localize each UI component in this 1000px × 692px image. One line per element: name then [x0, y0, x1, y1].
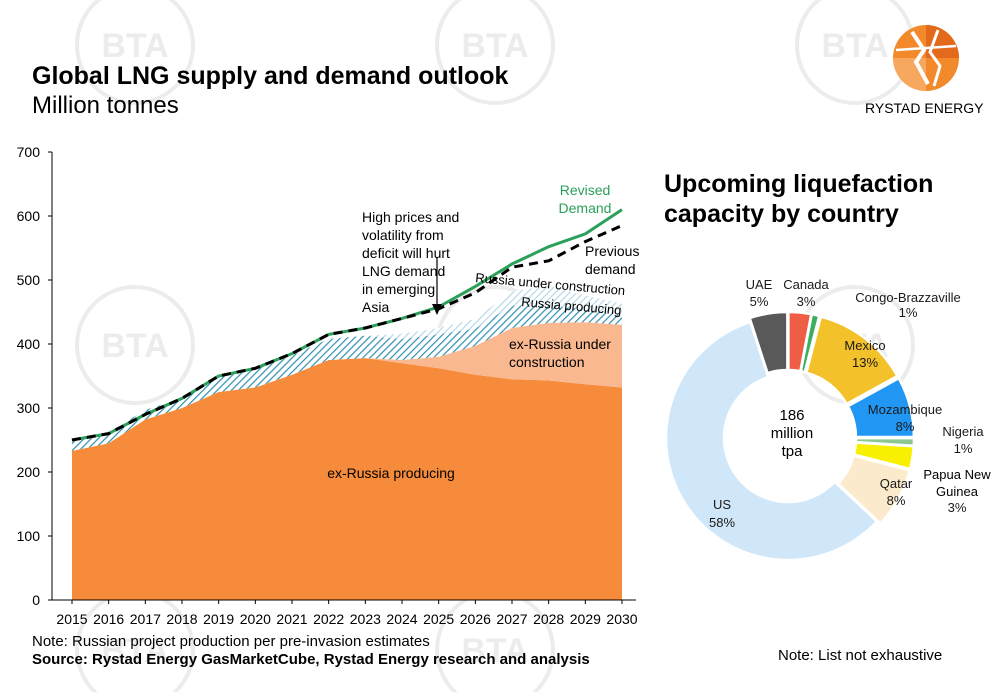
- watermark-text: BTA: [461, 27, 528, 65]
- donut-label: Canada: [783, 277, 829, 292]
- x-tick-label: 2019: [203, 611, 234, 627]
- page-title: Global LNG supply and demand outlook: [32, 62, 509, 90]
- donut-label: Qatar: [880, 476, 913, 491]
- y-tick-label: 0: [32, 592, 40, 608]
- rystad-logo-icon: [893, 25, 959, 91]
- y-tick-label: 500: [17, 272, 41, 288]
- donut-label: 5%: [750, 294, 769, 309]
- comment-text: LNG demand: [362, 263, 445, 279]
- donut-center-value: 186: [779, 407, 804, 424]
- watermark-text: BTA: [821, 27, 888, 65]
- donut-title-line-2: capacity by country: [664, 200, 899, 228]
- y-tick-label: 300: [17, 400, 41, 416]
- area-russia-under-construction: [72, 285, 622, 440]
- comment-text: Asia: [362, 299, 389, 315]
- x-tick-label: 2025: [423, 611, 454, 627]
- donut-center-unit: million: [771, 425, 814, 442]
- revised-demand-label: Demand: [559, 200, 612, 216]
- donut-label: 3%: [948, 500, 967, 515]
- donut-label: 58%: [709, 515, 735, 530]
- x-tick-label: 2017: [130, 611, 161, 627]
- comment-text: volatility from: [362, 227, 444, 243]
- x-tick-label: 2029: [570, 611, 601, 627]
- donut-title-line-1: Upcoming liquefaction: [664, 170, 934, 198]
- previous-demand-label: Previous: [585, 243, 639, 259]
- donut-label: Papua New: [923, 467, 991, 482]
- x-tick-label: 2026: [460, 611, 491, 627]
- x-tick-label: 2016: [93, 611, 124, 627]
- y-tick-label: 700: [17, 144, 41, 160]
- x-tick-label: 2028: [533, 611, 564, 627]
- x-tick-label: 2024: [386, 611, 417, 627]
- donut-label: 3%: [797, 294, 816, 309]
- donut-slice-papua-new-guinea: [852, 441, 916, 471]
- x-tick-label: 2020: [240, 611, 271, 627]
- comment-text: High prices and: [362, 209, 459, 225]
- donut-label: 1%: [899, 305, 918, 320]
- lng-area-chart: 0 100 200 300 400 500 600 700 2015 2016 2017 2018 20…: [17, 144, 640, 627]
- donut-label: 8%: [896, 419, 915, 434]
- donut-label: Congo-Brazzaville: [855, 290, 961, 305]
- donut-label: Mexico: [844, 338, 885, 353]
- x-tick-label: 2030: [606, 611, 637, 627]
- donut-label: UAE: [746, 277, 773, 292]
- y-tick-label: 100: [17, 528, 41, 544]
- revised-demand-label: Revised: [560, 182, 611, 198]
- area-ex-russia-under-construction: [72, 322, 622, 451]
- donut-title: Upcoming liquefaction capacity by countr…: [664, 169, 933, 229]
- list-note: Note: List not exhaustive: [778, 647, 943, 664]
- comment-text: in emerging: [362, 281, 435, 297]
- area-ex-russia-producing: [72, 358, 622, 600]
- donut-center-unit: tpa: [782, 443, 804, 460]
- footnote: Note: Russian project production per pre…: [32, 633, 430, 650]
- source-line: Source: Rystad Energy GasMarketCube, Rys…: [32, 651, 590, 668]
- area-russia-producing: [72, 305, 622, 451]
- donut-label: Guinea: [936, 484, 979, 499]
- x-tick-label: 2023: [350, 611, 381, 627]
- y-tick-label: 200: [17, 464, 41, 480]
- brand-name: RYSTAD ENERGY: [865, 100, 984, 116]
- x-tick-label: 2027: [496, 611, 527, 627]
- donut-label: Nigeria: [942, 424, 984, 439]
- previous-demand-label: demand: [585, 261, 636, 277]
- x-tick-label: 2022: [313, 611, 344, 627]
- previous-demand-line: [71, 224, 623, 442]
- x-tick-label: 2015: [56, 611, 87, 627]
- donut-slice-qatar: [836, 454, 912, 526]
- comment-text: deficit will hurt: [362, 245, 450, 261]
- donut-label: Mozambique: [868, 402, 942, 417]
- ex-russia-producing-label: ex-Russia producing: [327, 465, 455, 481]
- donut-label: 1%: [954, 441, 973, 456]
- donut-slice-mexico: [804, 315, 900, 406]
- donut-slice-us: [664, 320, 879, 562]
- y-tick-label: 600: [17, 208, 41, 224]
- watermark-text: BTA: [101, 27, 168, 65]
- donut-label: 13%: [852, 355, 878, 370]
- donut-label: 8%: [887, 493, 906, 508]
- x-tick-label: 2021: [276, 611, 307, 627]
- donut-label: US: [713, 497, 731, 512]
- x-tick-label: 2018: [166, 611, 197, 627]
- comment-arrow-head: [432, 304, 442, 315]
- page-subtitle: Million tonnes: [32, 92, 179, 119]
- donut-slice-congo-brazzaville: [799, 312, 821, 374]
- y-tick-label: 400: [17, 336, 41, 352]
- ex-russia-under-construction-label: ex-Russia under: [509, 336, 611, 352]
- ex-russia-under-construction-label: construction: [509, 354, 584, 370]
